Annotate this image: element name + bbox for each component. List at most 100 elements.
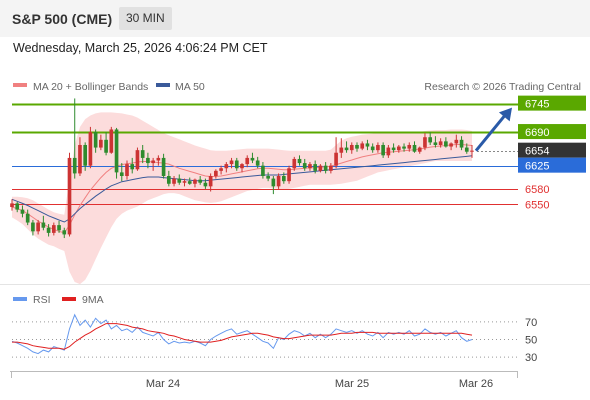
legend-9ma-label: 9MA [82, 294, 104, 306]
candle-body [203, 182, 208, 187]
candle-body [46, 227, 51, 233]
current-level-label: 6654 [525, 146, 549, 158]
candle-body [146, 157, 150, 164]
candle-body [20, 209, 25, 214]
legend-ma50-swatch [156, 83, 170, 87]
interval-selector[interactable]: 30 MIN [119, 7, 172, 30]
candle-body [266, 176, 270, 179]
candle-body [355, 144, 359, 149]
pivot-level-label: 6625 [525, 161, 549, 173]
candle-body [444, 141, 448, 147]
x-tick-label: Mar 26 [459, 378, 493, 390]
candle-body [72, 157, 77, 174]
candle-body [339, 147, 344, 153]
rsi-line [11, 313, 473, 355]
candle-body [454, 139, 459, 144]
candle-body [396, 146, 401, 151]
candle-body [214, 170, 218, 177]
resistance-level-tag [518, 95, 586, 111]
candle-body [88, 132, 93, 166]
candle-body [250, 157, 255, 161]
candle-body [166, 176, 171, 184]
candle-body [36, 222, 40, 232]
candle-body [67, 157, 72, 235]
legend-ma50-label: MA 50 [175, 81, 205, 93]
candle-body [402, 146, 406, 149]
timestamp: Wednesday, March 25, 2026 4:06:24 PM CET [13, 41, 268, 55]
support-level-label: 6580 [525, 184, 549, 196]
legend-bollinger-swatch [13, 83, 27, 87]
candle-body [323, 165, 328, 171]
candle-body [31, 222, 35, 232]
candle-body [276, 176, 281, 187]
candle-body [271, 178, 276, 187]
candle-body [349, 144, 354, 151]
candle-body [412, 144, 417, 152]
candle-body [386, 147, 391, 156]
candle-body [318, 165, 323, 171]
candle-body [51, 225, 56, 233]
candle-body [140, 150, 145, 158]
candle-body [470, 150, 474, 152]
candle-body [109, 129, 114, 153]
candle-body [417, 147, 422, 152]
candle-body [161, 157, 166, 177]
forecast-arrow-shaft [474, 110, 510, 152]
candle-body [365, 143, 370, 147]
candle-body [62, 230, 67, 235]
rsi-tick-label: 70 [525, 317, 537, 329]
candle-body [261, 165, 265, 177]
candle-body [177, 178, 182, 183]
candle-body [187, 181, 192, 184]
instrument-title: S&P 500 (CME) [12, 11, 113, 27]
candle-body [423, 137, 427, 148]
forecast-arrow-head [498, 107, 512, 122]
candle-body [25, 213, 30, 223]
candle-body [313, 164, 318, 171]
copyright-label: Research © 2026 Trading Central [424, 81, 581, 93]
candle-body [193, 179, 197, 184]
x-tick-label: Mar 24 [146, 378, 180, 390]
candle-body [10, 203, 14, 208]
resistance-level-label: 6745 [525, 99, 549, 111]
candle-body [381, 144, 385, 156]
candle-body [119, 172, 124, 177]
candle-body [428, 137, 433, 143]
candle-body [459, 139, 464, 148]
candle-body [297, 158, 302, 164]
candle-body [376, 144, 380, 151]
candle-body [449, 143, 453, 147]
candle-body [182, 181, 187, 183]
candle-body [438, 141, 443, 145]
candle-body [41, 222, 46, 228]
candle-body [15, 203, 20, 210]
candle-body [464, 147, 469, 152]
candle-body [240, 164, 244, 169]
candle-body [407, 144, 412, 149]
candle-body [234, 160, 239, 169]
candle-body [83, 144, 88, 166]
candle-body [104, 139, 108, 153]
legend-rsi-label: RSI [33, 294, 51, 306]
candle-body [114, 129, 119, 173]
price-layer: 6745 6690 6654 6625 6580 6550 [10, 95, 586, 285]
candle-body [93, 132, 98, 148]
candle-body [329, 165, 333, 171]
candle-body [344, 147, 349, 151]
resistance-level-label: 6690 [525, 127, 549, 139]
candle-body [433, 142, 438, 145]
current-level-tag [518, 142, 586, 158]
support-level-label: 6550 [525, 199, 549, 211]
resistance-level-tag [518, 124, 586, 140]
candle-body [219, 168, 223, 171]
candle-body [229, 160, 234, 165]
candle-body [302, 163, 307, 169]
candle-body [292, 158, 297, 169]
rsi-layer: 70 50 30 [11, 313, 537, 364]
pivot-level-tag [518, 157, 586, 173]
candle-body [224, 164, 229, 169]
candle-body [391, 147, 396, 151]
candle-body [208, 176, 213, 187]
